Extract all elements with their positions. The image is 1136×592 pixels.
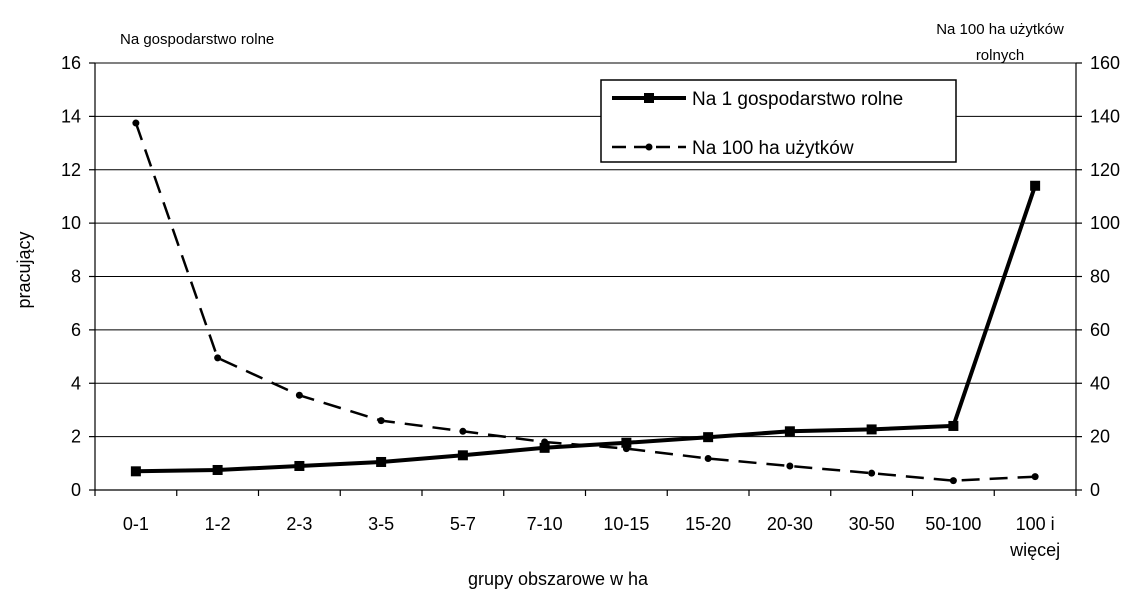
- series-1-point-1: [212, 464, 223, 475]
- left-axis-ticks: 0 2 4 6 8 10 12 14 16: [61, 53, 95, 500]
- legend-label-series-1: Na 1 gospodarstwo rolne: [692, 89, 903, 110]
- series-2-point-3: [377, 417, 385, 425]
- series-1-point-11: [1030, 180, 1041, 191]
- right-tick-label-7: 140: [1090, 106, 1120, 126]
- series-1-point-8: [784, 426, 795, 437]
- right-tick-label-6: 120: [1090, 160, 1120, 180]
- legend-marker-series-1: [644, 93, 654, 103]
- legend-box: [600, 79, 957, 163]
- right-axis-ticks: 0 20 40 60 80 100 120 140 160: [1076, 53, 1120, 500]
- x-tick-label-4: 5-7: [450, 514, 476, 534]
- series-layer: [130, 119, 1041, 485]
- series-2-line: [134, 122, 1036, 482]
- series-2-point-0: [132, 119, 140, 127]
- x-axis-ticks: 0-1 1-2 2-3 3-5 5-7 7-10 10-15 15-20 20-30 30-50 5…: [94, 490, 1077, 560]
- left-tick-label-2: 4: [71, 373, 81, 393]
- right-tick-label-1: 20: [1090, 427, 1110, 447]
- x-tick-label-3: 3-5: [368, 514, 394, 534]
- series-1-point-7: [703, 432, 714, 443]
- series-1-point-2: [294, 460, 305, 471]
- left-tick-label-3: 6: [71, 320, 81, 340]
- legend: Na 1 gospodarstwo rolne Na 100 ha użytkó…: [600, 79, 957, 163]
- right-tick-label-5: 100: [1090, 213, 1120, 233]
- left-tick-label-0: 0: [71, 480, 81, 500]
- series-2-point-8: [786, 462, 794, 470]
- x-tick-label-8: 20-30: [767, 514, 813, 534]
- right-axis-caption-line-2: rolnych: [976, 47, 1024, 64]
- series-1-point-0: [130, 466, 141, 477]
- left-tick-label-5: 10: [61, 213, 81, 233]
- series-1-point-5: [539, 442, 550, 453]
- series-1-point-3: [376, 456, 387, 467]
- series-1-point-10: [948, 420, 959, 431]
- series-2-point-1: [214, 354, 222, 362]
- right-tick-label-2: 40: [1090, 373, 1110, 393]
- series-2-point-6: [622, 445, 630, 453]
- x-tick-label-2: 2-3: [286, 514, 312, 534]
- left-tick-label-4: 8: [71, 267, 81, 287]
- series-2-point-5: [541, 438, 549, 446]
- series-2-point-9: [868, 469, 876, 477]
- x-tick-label-0: 0-1: [123, 514, 149, 534]
- series-1-point-6: [621, 437, 632, 448]
- x-tick-label-10: 50-100: [925, 514, 981, 534]
- legend-label-series-2: Na 100 ha użytków: [692, 138, 854, 159]
- x-axis-title: grupy obszarowe w ha: [468, 569, 649, 589]
- legend-marker-series-2: [645, 143, 653, 151]
- series-2-point-11: [1031, 473, 1039, 481]
- right-tick-label-8: 160: [1090, 53, 1120, 73]
- series-2-point-7: [704, 455, 712, 463]
- series-2-point-10: [949, 477, 957, 485]
- right-tick-label-3: 60: [1090, 320, 1110, 340]
- left-axis-caption: Na gospodarstwo rolne: [120, 31, 274, 48]
- gridlines: [95, 62, 1076, 438]
- x-tick-label-11-line-2: więcej: [1009, 540, 1060, 560]
- y-axis-title: pracujący: [14, 231, 34, 308]
- series-2-point-4: [459, 427, 467, 435]
- right-tick-label-4: 80: [1090, 267, 1110, 287]
- x-tick-label-7: 15-20: [685, 514, 731, 534]
- right-axis-caption-line-1: Na 100 ha użytków: [936, 21, 1064, 38]
- right-tick-label-0: 0: [1090, 480, 1100, 500]
- series-2-point-2: [295, 391, 303, 399]
- left-tick-label-1: 2: [71, 427, 81, 447]
- left-tick-label-7: 14: [61, 106, 81, 126]
- x-tick-label-1: 1-2: [205, 514, 231, 534]
- left-tick-label-8: 16: [61, 53, 81, 73]
- x-tick-label-11: 100 i: [1016, 514, 1055, 534]
- series-1-point-9: [866, 424, 877, 435]
- x-tick-label-5: 7-10: [527, 514, 563, 534]
- x-tick-label-9: 30-50: [849, 514, 895, 534]
- series-1-point-4: [457, 450, 468, 461]
- left-tick-label-6: 12: [61, 160, 81, 180]
- x-tick-label-6: 10-15: [603, 514, 649, 534]
